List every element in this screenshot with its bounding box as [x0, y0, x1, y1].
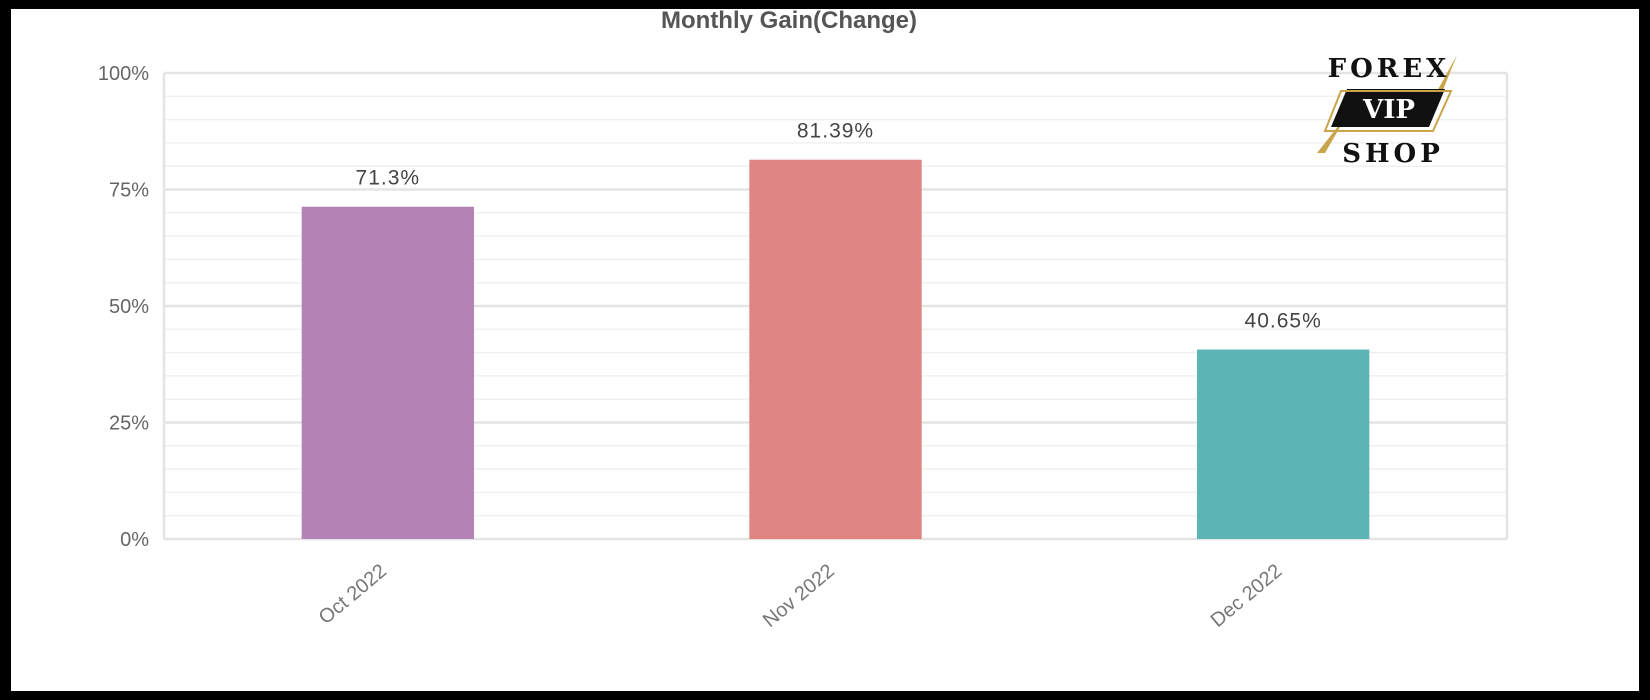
x-axis-ticks: Oct 2022 Nov 2022 Dec 2022	[315, 560, 1287, 632]
y-tick-label: 75%	[109, 180, 149, 202]
logo-gold-stroke-upper	[1435, 55, 1457, 95]
logo-top-text: FOREX	[1328, 54, 1451, 84]
data-label: 81.39%	[797, 120, 874, 143]
bar-dec-2022	[1196, 349, 1370, 539]
chart-title: Monthly Gain(Change)	[661, 9, 917, 34]
monthly-gain-chart: Monthly Gain(Change) 0% 25% 50% 75% 100% 71.…	[98, 9, 1509, 632]
bar-nov-2022	[749, 159, 922, 539]
data-label: 40.65%	[1245, 310, 1322, 333]
logo-gold-border	[1323, 90, 1453, 132]
bars	[301, 159, 1370, 539]
y-axis-ticks: 0% 25% 50% 75% 100%	[98, 63, 149, 551]
data-label: 71.3%	[356, 167, 421, 190]
y-tick-label: 100%	[98, 63, 149, 85]
logo-badge	[1331, 89, 1445, 127]
y-tick-label: 0%	[120, 529, 149, 551]
y-tick-label: 50%	[109, 296, 149, 318]
logo-bottom-text: SHOP	[1342, 139, 1444, 169]
y-tick-label: 25%	[109, 413, 149, 435]
forex-vip-shop-logo: FOREX VIP SHOP	[1317, 54, 1457, 169]
x-tick-label: Oct 2022	[315, 560, 391, 629]
bar-oct-2022	[301, 206, 475, 539]
chart-panel: Monthly Gain(Change) 0% 25% 50% 75% 100% 71.…	[11, 9, 1639, 691]
logo-middle-text: VIP	[1362, 95, 1415, 125]
x-tick-label: Nov 2022	[759, 560, 839, 632]
data-labels: 71.3% 81.39% 40.65%	[356, 120, 1322, 333]
x-tick-label: Dec 2022	[1207, 560, 1287, 632]
